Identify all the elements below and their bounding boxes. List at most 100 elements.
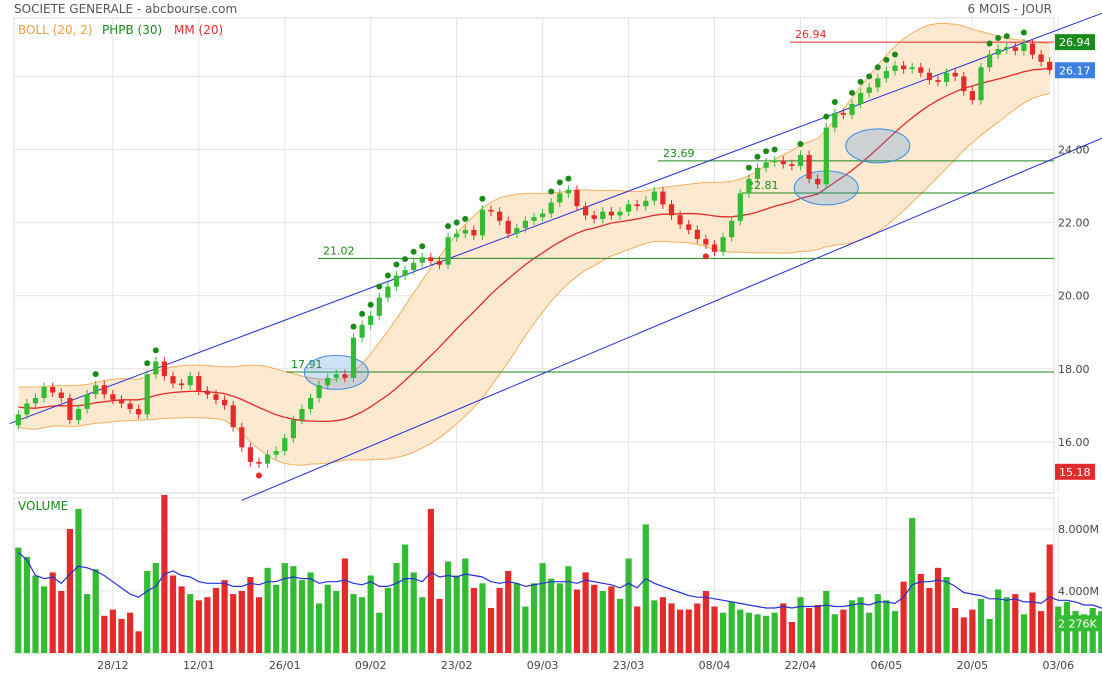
candle-body xyxy=(239,427,245,448)
volume-bar xyxy=(754,614,761,654)
candle-body xyxy=(660,191,666,205)
candle-body xyxy=(350,337,357,378)
volume-bar xyxy=(788,622,795,653)
volume-bar xyxy=(127,612,134,653)
volume-bar xyxy=(333,591,340,653)
phpb-high-dot xyxy=(745,164,752,171)
price-tag-label: 26.94 xyxy=(1059,36,1091,49)
candle-body xyxy=(333,374,339,378)
volume-bar xyxy=(548,578,555,653)
candle-body xyxy=(179,383,185,386)
phpb-high-dot xyxy=(453,219,460,226)
volume-bar xyxy=(728,601,735,653)
volume-bar xyxy=(883,600,890,653)
candle-body xyxy=(1012,47,1018,51)
candle-body xyxy=(858,92,864,104)
candle-body xyxy=(815,178,821,185)
volume-bar xyxy=(668,603,675,653)
volume-bar xyxy=(1098,611,1102,653)
volume-bar xyxy=(823,591,830,653)
candle-body xyxy=(204,390,210,395)
grid xyxy=(13,17,1059,654)
candle-body xyxy=(153,361,159,375)
price-tick-label: 18.00 xyxy=(1058,363,1090,376)
date-tick-label: 22/04 xyxy=(785,659,817,672)
candle-body xyxy=(445,237,451,265)
volume-bar xyxy=(221,580,228,653)
candle-body xyxy=(926,72,932,81)
phpb-high-dot xyxy=(823,113,830,120)
candle-body xyxy=(995,49,1001,55)
phpb-high-dot xyxy=(359,310,366,317)
price-tag-label: 26.17 xyxy=(1059,64,1091,77)
volume-bar xyxy=(1012,594,1019,653)
volume-bar xyxy=(445,561,452,653)
volume-bar xyxy=(1029,592,1036,653)
volume-bar xyxy=(831,614,838,654)
candle-body xyxy=(58,392,64,398)
candle-body xyxy=(883,71,889,79)
trend-channel xyxy=(9,12,1102,501)
volume-bar xyxy=(84,594,91,653)
legend-mm: MM (20) xyxy=(174,23,223,37)
candle-body xyxy=(479,209,486,236)
price-tick-label: 20.00 xyxy=(1058,290,1090,303)
volume-bar xyxy=(118,618,125,653)
date-tick-label: 23/02 xyxy=(441,659,473,672)
phpb-high-dot xyxy=(410,248,417,255)
candle-body xyxy=(763,162,769,168)
volume-bar xyxy=(857,597,864,653)
phpb-high-dot xyxy=(986,40,993,47)
volume-bar xyxy=(281,563,288,653)
volume-bar xyxy=(926,587,933,653)
candle-body xyxy=(222,399,228,406)
volume-bar xyxy=(359,597,366,653)
phpb-high-dot xyxy=(445,223,452,230)
band-fill xyxy=(18,23,1050,466)
candle-body xyxy=(436,261,443,265)
band-lower xyxy=(18,92,1050,466)
candle-body xyxy=(969,91,975,101)
volume-bar xyxy=(273,584,280,653)
candle-body xyxy=(522,220,528,229)
candle-body xyxy=(952,72,958,77)
volume-bar xyxy=(539,563,546,653)
legend-boll: BOLL (20, 2) xyxy=(18,23,93,37)
volume-bar xyxy=(204,597,211,653)
volume-bar xyxy=(436,598,443,654)
volume-bar xyxy=(625,558,632,653)
candle-body xyxy=(823,127,829,185)
level-label: 26.94 xyxy=(795,28,827,41)
volume-bar xyxy=(685,609,692,653)
candle-body xyxy=(282,438,288,451)
volume-bar xyxy=(470,587,477,653)
volume-bar xyxy=(419,597,426,653)
phpb-high-dot xyxy=(565,175,572,182)
date-tick-label: 09/02 xyxy=(355,659,387,672)
candle-body xyxy=(411,262,417,271)
volume-tag xyxy=(1055,615,1101,632)
volume-bar xyxy=(582,572,589,653)
volume-bar xyxy=(135,631,142,653)
volume-bar xyxy=(487,608,495,653)
candle-body xyxy=(247,447,253,462)
volume-bar xyxy=(565,566,572,653)
volume-bar xyxy=(513,583,520,654)
candle-body xyxy=(161,361,167,377)
candle-body xyxy=(1047,61,1053,71)
volume-tick-label: 4.000M xyxy=(1058,585,1099,598)
highlight-ellipse xyxy=(845,128,911,164)
phpb-high-dot xyxy=(152,347,159,354)
phpb-low-dot xyxy=(702,253,709,260)
volume-bar xyxy=(393,563,400,653)
candle-body xyxy=(256,461,262,464)
phpb-high-dot xyxy=(857,78,864,85)
volume-bar xyxy=(230,594,237,653)
volume-bar xyxy=(307,572,314,653)
phpb-high-dot xyxy=(831,98,838,105)
candle-body xyxy=(651,191,657,201)
candle-body xyxy=(875,78,881,88)
volume-bar xyxy=(977,598,985,654)
phpb-markers xyxy=(92,29,1027,479)
candle-body xyxy=(600,211,606,219)
